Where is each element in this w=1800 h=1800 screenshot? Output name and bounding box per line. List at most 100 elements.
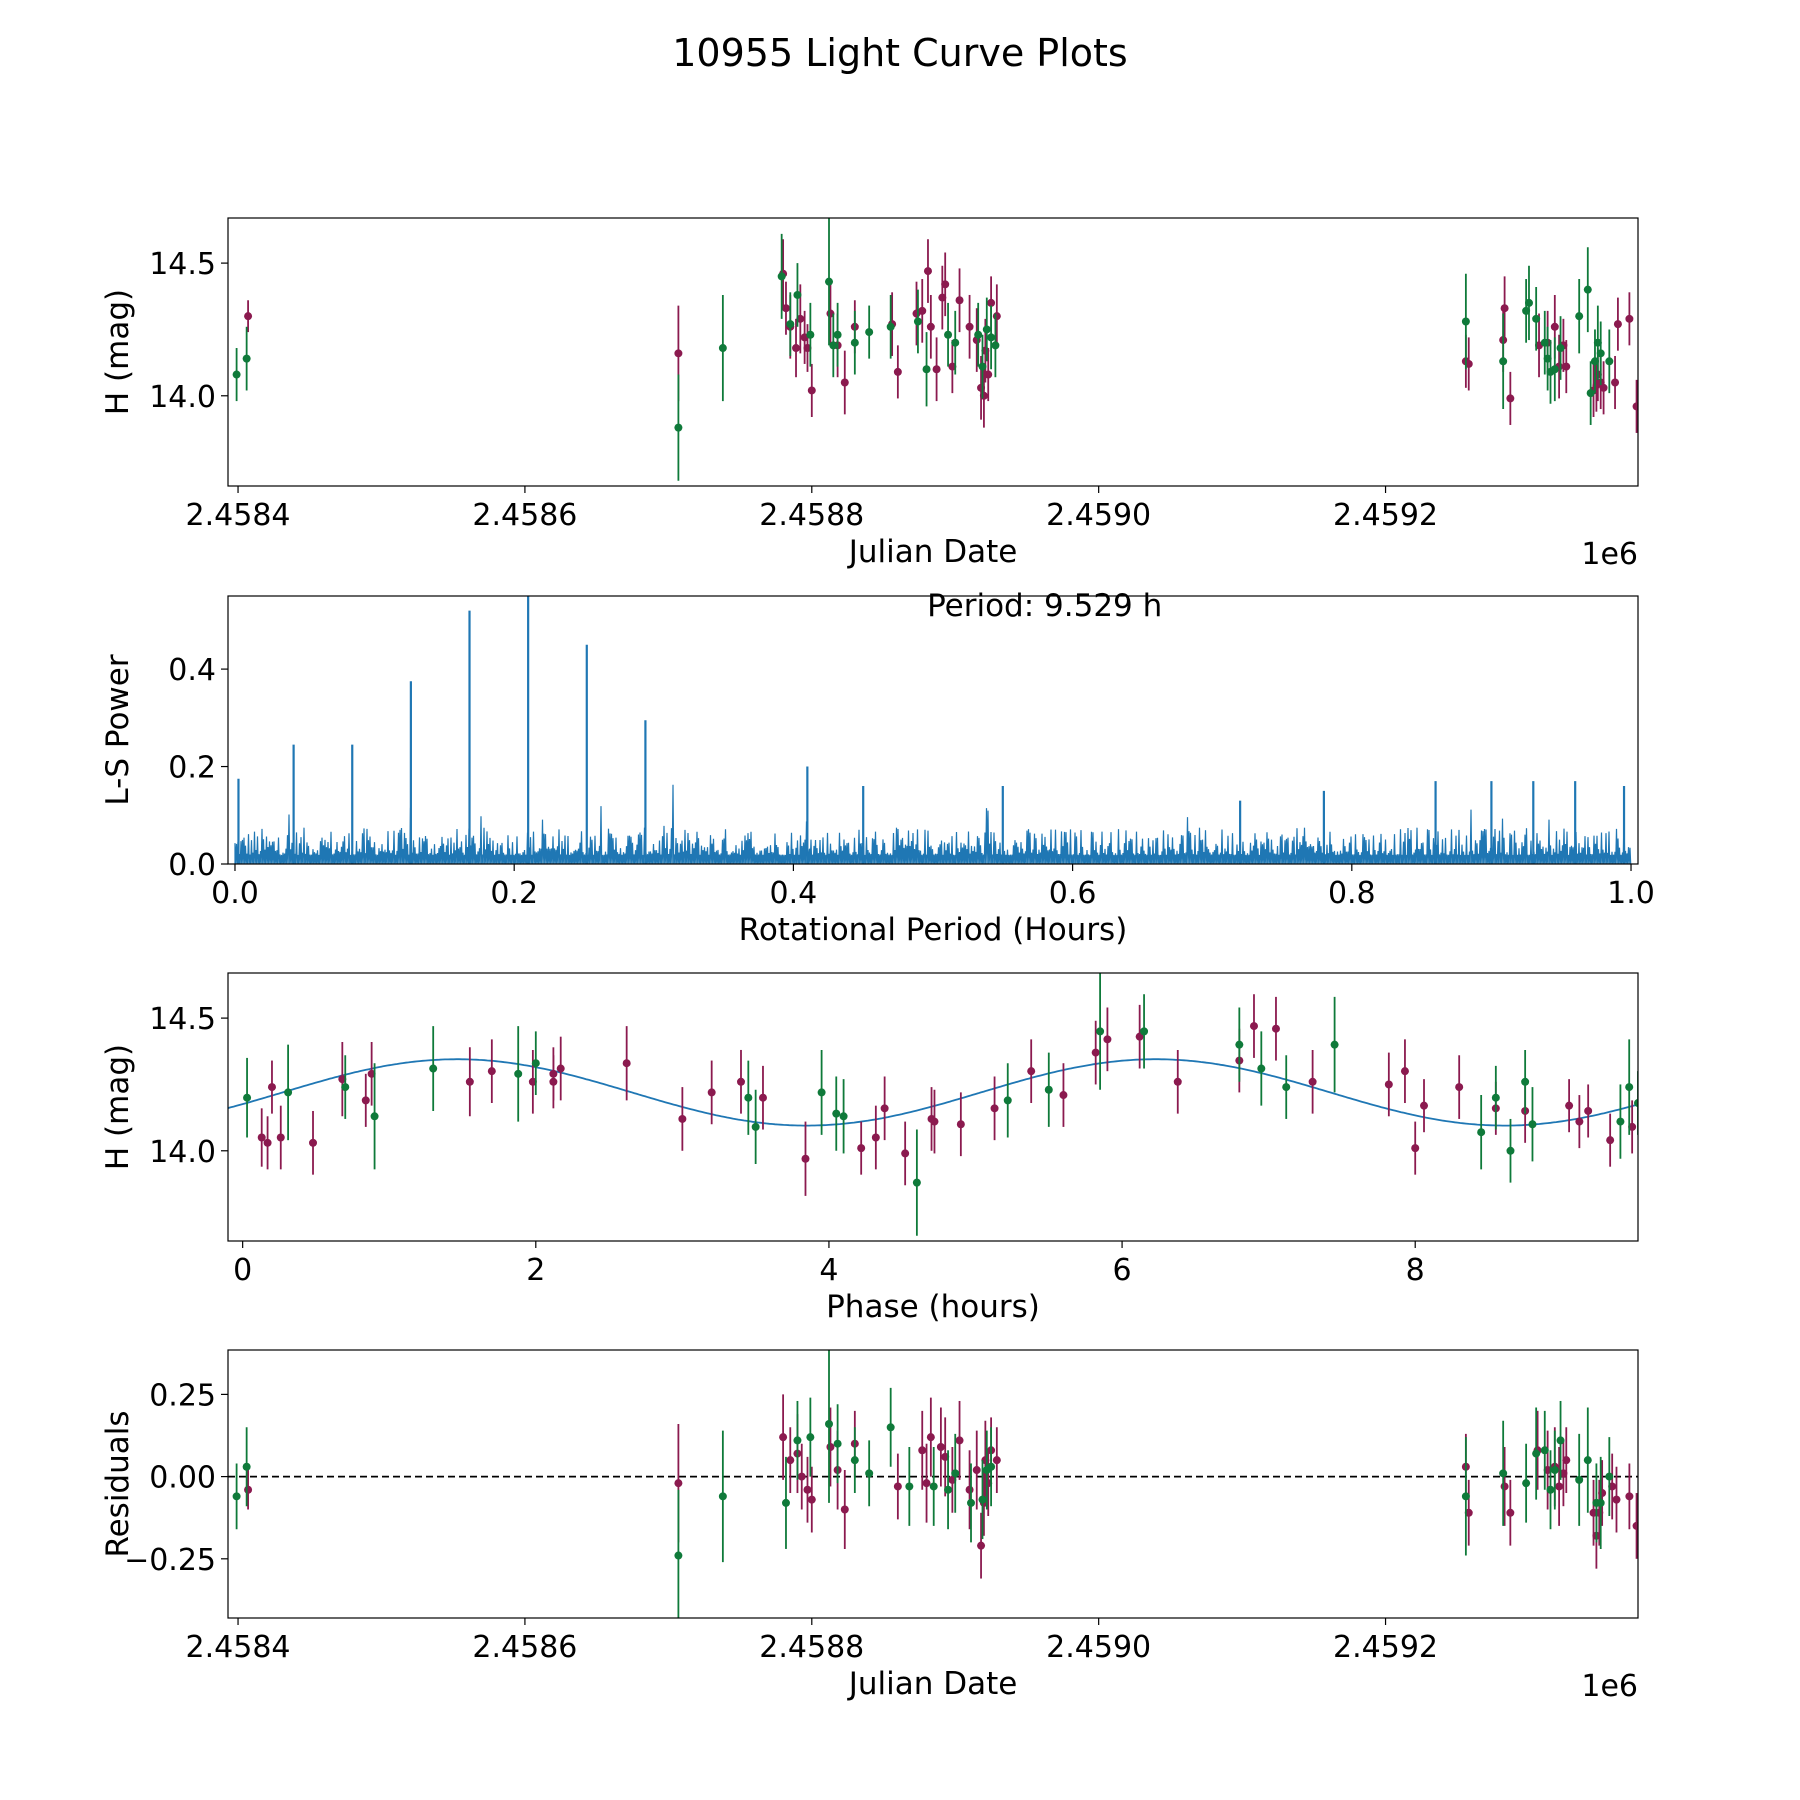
phased-data-point [243,1093,252,1102]
residuals-series-series_b [232,1350,1614,1618]
residuals-data-point [886,1423,895,1432]
residuals-data-point [1499,1469,1508,1478]
lightcurve-xtick-label: 2.4584 [186,498,291,533]
residuals-data-point [1575,1475,1584,1484]
lightcurve-xtick-label: 2.4592 [1333,498,1438,533]
phased-data-point [1491,1093,1500,1102]
phased-data-point [556,1064,565,1073]
lightcurve-data-point [242,354,251,363]
phased-data-point [309,1138,318,1147]
phased-data-point [751,1122,760,1131]
lightcurve-data-point [922,365,931,374]
residuals-data-point [244,1485,253,1494]
phased-data-point [1271,1024,1280,1033]
phased-series-series_b [243,973,1638,1236]
lightcurve-data-point [1625,314,1634,323]
phased-data-point [736,1077,745,1086]
residuals-data-point [865,1469,874,1478]
lightcurve-data-point [793,290,802,299]
residuals-data-point [1500,1482,1509,1491]
lightcurve-data-point [777,272,786,281]
residuals-panel: 2.4584 2.4586 2.4588 2.4590 2.4592 −0.25 0.00 0… [100,1349,1639,1704]
lightcurve-data-point [974,330,983,339]
lightcurve-data-point [1500,304,1509,313]
residuals-data-point [1522,1479,1531,1488]
phased-data-point [1308,1077,1317,1086]
phased-data-point [1616,1117,1625,1126]
phased-data-point [531,1059,540,1068]
residuals-data-point [987,1462,996,1471]
lightcurve-data-point [232,370,241,379]
residuals-data-point [786,1456,795,1465]
phased-data-point [622,1059,631,1068]
residuals-data-point [1598,1489,1607,1498]
lightcurve-data-point [850,338,859,347]
phased-data-point [514,1069,523,1078]
lightcurve-data-point [718,344,727,353]
periodogram-xtick-label: 0.0 [211,876,259,911]
lightcurve-data-point [978,362,987,371]
residuals-data-point [232,1492,241,1501]
phased-data-point [1135,1032,1144,1041]
lightcurve-panel: 2.4584 2.4586 2.4588 2.4590 2.4592 14.0 14.5 Ju… [100,217,1639,572]
phased-data-point [832,1109,841,1118]
periodogram-power-trace [234,784,1632,864]
residuals-data-point [1532,1449,1541,1458]
residuals-data-point [1546,1485,1555,1494]
phased-data-point [990,1104,999,1113]
phased-ylabel: H (mag) [100,1044,136,1170]
phased-data-point [1027,1067,1036,1076]
residuals-data-point [674,1551,683,1560]
phased-data-point [1257,1064,1266,1073]
phased-data-point [267,1083,276,1092]
phased-data-point [1628,1122,1637,1131]
phased-data-point [758,1093,767,1102]
residuals-data-point [1556,1436,1565,1445]
phased-data-point [1565,1101,1574,1110]
phased-data-point [744,1093,753,1102]
periodogram-xlabel: Rotational Period (Hours) [739,912,1128,948]
residuals-data-point [978,1495,987,1504]
phased-xtick-label: 0 [233,1253,252,1288]
lightcurve-data-point [982,325,991,334]
phased-data-point [1455,1083,1464,1092]
phased-model-curve [228,1058,1638,1127]
phased-data-point [1173,1077,1182,1086]
lightcurve-offset-label: 1e6 [1581,537,1638,572]
phased-data-point [1606,1136,1615,1145]
lightcurve-data-point [1461,317,1470,326]
residuals-data-point [972,1466,981,1475]
residuals-data-point [781,1498,790,1507]
phased-data-point [1140,1027,1149,1036]
phased-data-point [257,1133,266,1142]
lightcurve-data-point [674,423,683,432]
lightcurve-data-point [941,280,950,289]
phased-data-point [930,1117,939,1126]
residuals-xtick-label: 2.4590 [1046,1630,1151,1665]
periodogram-ytick-label: 0.4 [168,653,216,688]
lightcurve-data-point [979,391,988,400]
periodogram-xtick-label: 0.8 [1328,876,1376,911]
phased-data-point [528,1077,537,1086]
phased-data-point [1575,1117,1584,1126]
residuals-data-point [918,1446,927,1455]
lightcurve-data-point [955,296,964,305]
residuals-data-point [242,1462,251,1471]
lightcurve-data-point [807,386,816,395]
lightcurve-data-point [923,267,932,276]
phased-data-point [839,1112,848,1121]
residuals-xtick-label: 2.4592 [1333,1630,1438,1665]
residuals-ytick-label: 0.00 [149,1461,216,1496]
lightcurve-data-point [965,322,974,331]
lightcurve-series-series_b [232,218,1614,481]
residuals-data-point [797,1472,806,1481]
lightcurve-data-point [1605,357,1614,366]
lightcurve-ylabel: H (mag) [100,289,136,415]
phased-data-point [1528,1120,1537,1129]
residuals-data-point [944,1485,953,1494]
residuals-data-point [674,1479,683,1488]
phased-data-point [801,1154,810,1163]
phased-axes-frame [227,972,1639,1242]
residuals-data-point [977,1541,986,1550]
phased-xtick-label: 4 [819,1253,838,1288]
